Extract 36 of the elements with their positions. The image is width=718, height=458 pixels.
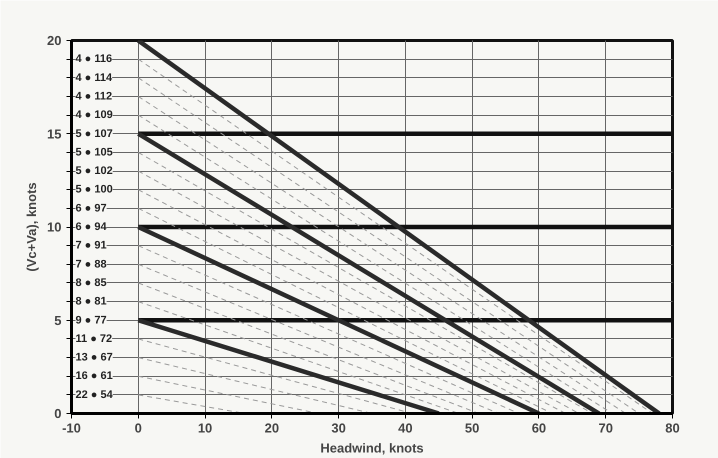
x-tick-label: 80 — [665, 420, 680, 436]
annotation: 8 ● 85 — [76, 276, 107, 289]
annotation: 9 ● 77 — [76, 314, 107, 326]
annotation: 8 ● 81 — [76, 296, 107, 308]
x-tick-label: 50 — [464, 420, 480, 436]
annotation: 6 ● 97 — [76, 202, 107, 214]
x-tick-label: 70 — [598, 420, 613, 436]
y-tick-label: 20 — [47, 33, 62, 48]
x-tick-label: 30 — [331, 420, 346, 436]
x-tick-label: -10 — [62, 420, 81, 436]
y-tick-label: 5 — [54, 312, 62, 328]
annotation: 13 ● 67 — [76, 352, 113, 364]
y-tick-label: 10 — [47, 220, 62, 234]
annotation: 5 ● 100 — [76, 184, 113, 196]
annotation: 4 ● 109 — [76, 109, 113, 122]
annotation: 7 ● 91 — [76, 240, 107, 252]
x-tick-label: 0 — [134, 420, 142, 436]
annotation: 6 ● 94 — [76, 221, 108, 233]
annotation: 11 ● 72 — [76, 332, 112, 345]
y-tick-label: 15 — [47, 126, 62, 142]
annotation: 16 ● 61 — [76, 370, 113, 382]
annotation: 4 ● 116 — [76, 53, 112, 66]
annotation: 4 ● 112 — [76, 90, 112, 102]
x-tick-label: 10 — [198, 420, 212, 436]
annotation: 7 ● 88 — [76, 258, 107, 270]
annotation: 5 ● 102 — [76, 165, 113, 178]
x-tick-label: 40 — [398, 420, 413, 436]
annotation: 22 ● 54 — [76, 388, 114, 401]
x-tick-label: 20 — [264, 420, 280, 436]
x-axis-title: Headwind, knots — [320, 440, 424, 456]
x-tick-label: 60 — [532, 420, 546, 436]
annotation: 5 ● 105 — [76, 146, 113, 158]
annotation: 5 ● 107 — [76, 128, 113, 140]
y-axis-title: (Vc+Va), knots — [24, 182, 40, 272]
y-tick-label: 0 — [54, 406, 62, 421]
annotation: 4 ● 114 — [76, 72, 114, 84]
